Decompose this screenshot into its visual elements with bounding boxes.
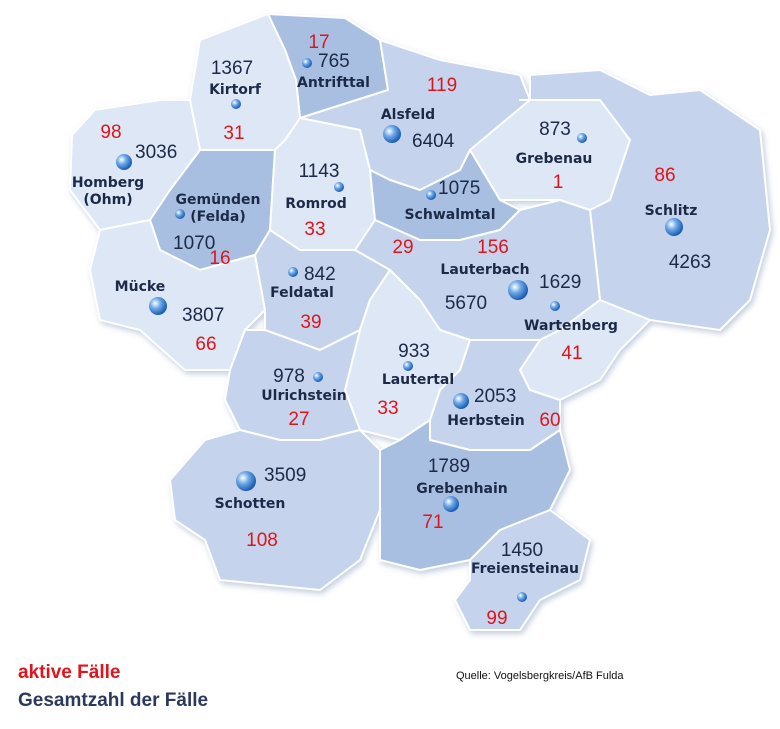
total-grebenhain: 1789 xyxy=(428,456,470,477)
name-grebenau: Grebenau xyxy=(516,151,593,167)
marker-homberg xyxy=(116,154,132,170)
total-freiensteinau: 1450 xyxy=(501,540,543,561)
total-schotten: 3509 xyxy=(264,465,306,486)
region-freiensteinau xyxy=(454,509,591,631)
marker-schwalmtal xyxy=(426,190,436,200)
region-grebenhain xyxy=(379,419,571,571)
name-freiensteinau: Freiensteinau xyxy=(471,561,579,577)
total-schwalmtal: 1075 xyxy=(438,178,480,199)
active-schlitz: 86 xyxy=(654,165,675,186)
marker-kirtorf xyxy=(231,99,241,109)
name-schlitz: Schlitz xyxy=(645,203,698,219)
name-lauterbach: Lauterbach xyxy=(440,262,529,278)
district-outline xyxy=(69,13,771,631)
total-antrifttal: 765 xyxy=(318,51,350,72)
name-lautertal: Lautertal xyxy=(382,372,454,388)
active-schotten: 108 xyxy=(246,530,278,551)
name-grebenhain: Grebenhain xyxy=(416,481,508,497)
active-alsfeld: 119 xyxy=(427,75,457,96)
source-credit: Quelle: Vogelsbergkreis/AfB Fulda xyxy=(456,670,624,682)
total-homberg: 3036 xyxy=(135,142,177,163)
active-grebenhain: 71 xyxy=(422,512,443,533)
marker-schlitz xyxy=(665,218,683,236)
marker-herbstein xyxy=(453,393,469,409)
total-wartenberg: 1629 xyxy=(539,272,581,293)
region-schlitz xyxy=(529,69,771,331)
marker-feldatal xyxy=(288,267,298,277)
total-romrod: 1143 xyxy=(299,161,340,182)
marker-grebenau xyxy=(577,133,587,143)
name-herbstein: Herbstein xyxy=(447,413,524,429)
marker-alsfeld xyxy=(383,125,401,143)
name-wartenberg: Wartenberg xyxy=(524,318,618,334)
marker-freiensteinau xyxy=(517,592,527,602)
name-alsfeld: Alsfeld xyxy=(381,107,435,123)
total-lauterbach: 5670 xyxy=(445,293,487,314)
active-antrifttal: 17 xyxy=(308,32,329,53)
active-romrod: 33 xyxy=(304,219,325,240)
name-kirtorf: Kirtorf xyxy=(209,82,262,98)
marker-lauterbach xyxy=(508,280,528,300)
total-grebenau: 873 xyxy=(539,119,571,140)
legend-active-label: aktive Fälle xyxy=(18,662,121,683)
marker-wartenberg xyxy=(550,301,560,311)
active-ulrichstein: 27 xyxy=(288,409,309,430)
marker-muecke xyxy=(149,297,167,315)
total-schlitz: 4263 xyxy=(669,252,711,273)
total-herbstein: 2053 xyxy=(474,386,516,407)
active-lautertal: 33 xyxy=(377,398,398,419)
name-antrifttal: Antrifttal xyxy=(297,75,370,91)
name-homberg: Homberg xyxy=(72,175,144,191)
name2-homberg: (Ohm) xyxy=(83,192,132,208)
name-muecke: Mücke xyxy=(115,279,166,295)
marker-gemuenden xyxy=(175,209,185,219)
name-gemuenden: Gemünden xyxy=(176,192,261,208)
active-kirtorf: 31 xyxy=(223,123,244,144)
total-muecke: 3807 xyxy=(182,305,224,326)
region-schotten xyxy=(169,429,381,591)
total-gemuenden: 1070 xyxy=(173,233,215,254)
total-ulrichstein: 978 xyxy=(273,366,305,387)
active-gemuenden: 16 xyxy=(209,248,230,269)
marker-antrifttal xyxy=(302,58,312,68)
active-muecke: 66 xyxy=(195,334,216,355)
total-alsfeld: 6404 xyxy=(412,131,455,152)
legend-total-label: Gesamtzahl der Fälle xyxy=(18,690,209,711)
total-feldatal: 842 xyxy=(304,264,336,285)
marker-schotten xyxy=(236,471,256,491)
marker-lautertal xyxy=(403,361,413,371)
name-romrod: Romrod xyxy=(285,196,347,212)
name-feldatal: Feldatal xyxy=(270,285,334,301)
region-ulrichstein xyxy=(224,329,361,441)
marker-romrod xyxy=(334,182,344,192)
active-wartenberg: 41 xyxy=(561,343,582,364)
name-schotten: Schotten xyxy=(215,496,286,512)
active-grebenau: 1 xyxy=(553,172,564,193)
marker-ulrichstein xyxy=(313,372,323,382)
name-schwalmtal: Schwalmtal xyxy=(404,207,495,223)
active-lauterbach: 156 xyxy=(477,237,509,258)
active-homberg: 98 xyxy=(100,122,121,143)
name2-gemuenden: (Felda) xyxy=(190,209,246,225)
active-feldatal: 39 xyxy=(300,312,321,333)
total-lautertal: 933 xyxy=(398,341,430,362)
marker-grebenhain xyxy=(443,496,459,512)
active-freiensteinau: 99 xyxy=(486,608,507,629)
active-herbstein: 60 xyxy=(539,410,560,431)
municipality-markers xyxy=(116,58,683,602)
active-schwalmtal: 29 xyxy=(392,237,413,258)
total-kirtorf: 1367 xyxy=(211,58,253,79)
name-ulrichstein: Ulrichstein xyxy=(261,388,346,404)
